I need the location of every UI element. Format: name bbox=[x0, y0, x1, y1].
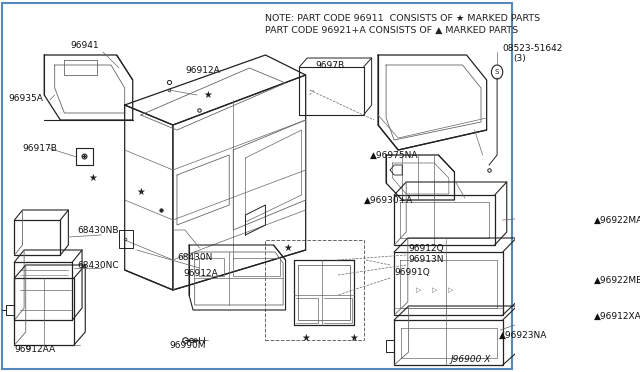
Text: ★: ★ bbox=[284, 243, 292, 253]
Text: J96900·X: J96900·X bbox=[451, 356, 491, 365]
Text: 96912A: 96912A bbox=[184, 269, 218, 279]
Text: S: S bbox=[495, 69, 499, 75]
Text: PART CODE 96921+A CONSISTS OF ▲ MARKED PARTS: PART CODE 96921+A CONSISTS OF ▲ MARKED P… bbox=[266, 26, 518, 35]
Text: ★: ★ bbox=[136, 187, 145, 197]
Text: 08523-51642: 08523-51642 bbox=[503, 44, 563, 52]
Text: 96913N: 96913N bbox=[408, 256, 444, 264]
Text: ▲96975NA: ▲96975NA bbox=[370, 151, 419, 160]
Text: 96912AA: 96912AA bbox=[15, 346, 56, 355]
Text: 96917B: 96917B bbox=[22, 144, 58, 153]
Text: ★: ★ bbox=[203, 90, 212, 100]
Text: ▲96912XA: ▲96912XA bbox=[594, 311, 640, 321]
Text: ▲96922MA: ▲96922MA bbox=[594, 215, 640, 224]
Text: 9697B: 9697B bbox=[316, 61, 344, 70]
Text: 96991Q: 96991Q bbox=[394, 267, 430, 276]
Text: 96912A: 96912A bbox=[185, 65, 220, 74]
Text: ★: ★ bbox=[88, 173, 97, 183]
Text: 68430NC: 68430NC bbox=[77, 262, 119, 270]
Text: ★: ★ bbox=[349, 333, 358, 343]
Text: 68430NB: 68430NB bbox=[77, 225, 119, 234]
Text: 68430N: 68430N bbox=[177, 253, 212, 263]
Text: ▲96922MB: ▲96922MB bbox=[594, 276, 640, 285]
Bar bbox=[266, 240, 364, 340]
Text: 96935A: 96935A bbox=[8, 93, 43, 103]
Text: 96941: 96941 bbox=[71, 41, 99, 49]
Text: ★: ★ bbox=[301, 333, 310, 343]
Text: ▷: ▷ bbox=[431, 287, 437, 293]
Text: ▷: ▷ bbox=[448, 287, 453, 293]
Text: ▷: ▷ bbox=[415, 287, 421, 293]
Text: (3): (3) bbox=[513, 54, 526, 62]
Text: 96912Q: 96912Q bbox=[408, 244, 444, 253]
Text: ▲96923NA: ▲96923NA bbox=[499, 330, 547, 340]
Text: 96990M: 96990M bbox=[169, 341, 205, 350]
Text: NOTE: PART CODE 96911  CONSISTS OF ★ MARKED PARTS: NOTE: PART CODE 96911 CONSISTS OF ★ MARK… bbox=[266, 13, 541, 22]
Text: ▲96930+A: ▲96930+A bbox=[364, 196, 413, 205]
